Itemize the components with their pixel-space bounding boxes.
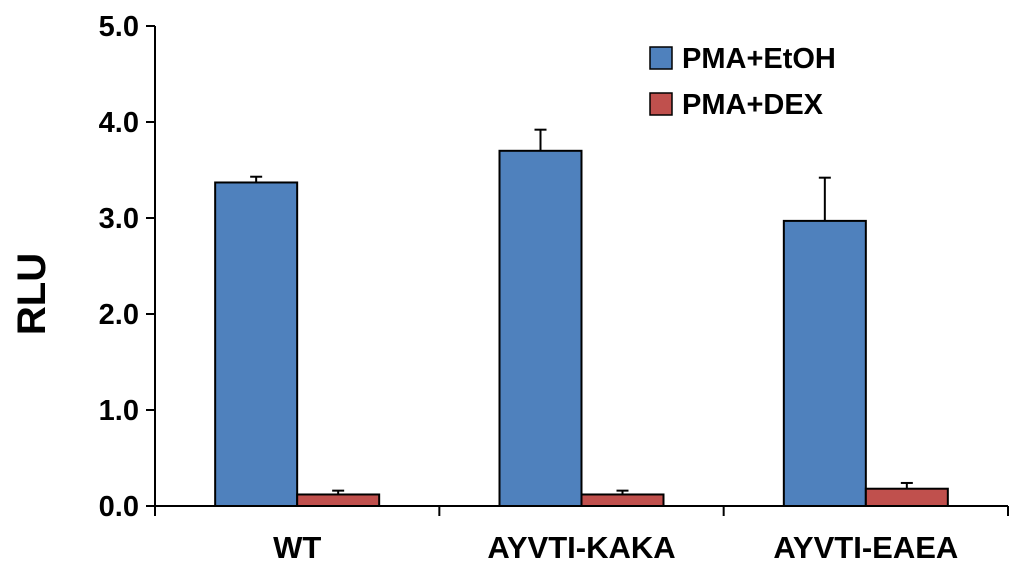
legend-swatch xyxy=(649,92,673,116)
bar-pma-dex-2 xyxy=(864,487,949,508)
bar-pma-etoh-0 xyxy=(214,181,299,507)
legend: PMA+EtOH PMA+DEX xyxy=(649,43,836,121)
legend-swatch xyxy=(649,46,673,70)
bar-pma-dex-0 xyxy=(296,493,381,508)
x-tick-label: AYVTI-EAEA xyxy=(773,530,958,565)
legend-label: PMA+EtOH xyxy=(682,43,836,75)
y-tick-label: 5.0 xyxy=(99,11,139,43)
bar-pma-dex-1 xyxy=(580,493,665,508)
y-tick-label: 3.0 xyxy=(99,203,139,235)
y-tick-label: 0.0 xyxy=(99,491,139,523)
y-tick-label: 4.0 xyxy=(99,107,139,139)
x-tick-label: AYVTI-KAKA xyxy=(487,530,675,565)
y-tick-label: 2.0 xyxy=(99,299,139,331)
x-tick-label: WT xyxy=(273,530,321,565)
legend-label: PMA+DEX xyxy=(682,89,824,121)
axes: 0.0 1.0 2.0 3.0 4.0 5.0 WT AYVTI-KAKA AYVTI-EAEA xyxy=(99,11,1009,565)
bars xyxy=(214,128,949,508)
bar-pma-etoh-1 xyxy=(498,149,583,508)
y-tick-label: 1.0 xyxy=(99,395,139,427)
bar-pma-etoh-2 xyxy=(782,219,867,507)
y-axis-title: RLU xyxy=(10,253,54,335)
